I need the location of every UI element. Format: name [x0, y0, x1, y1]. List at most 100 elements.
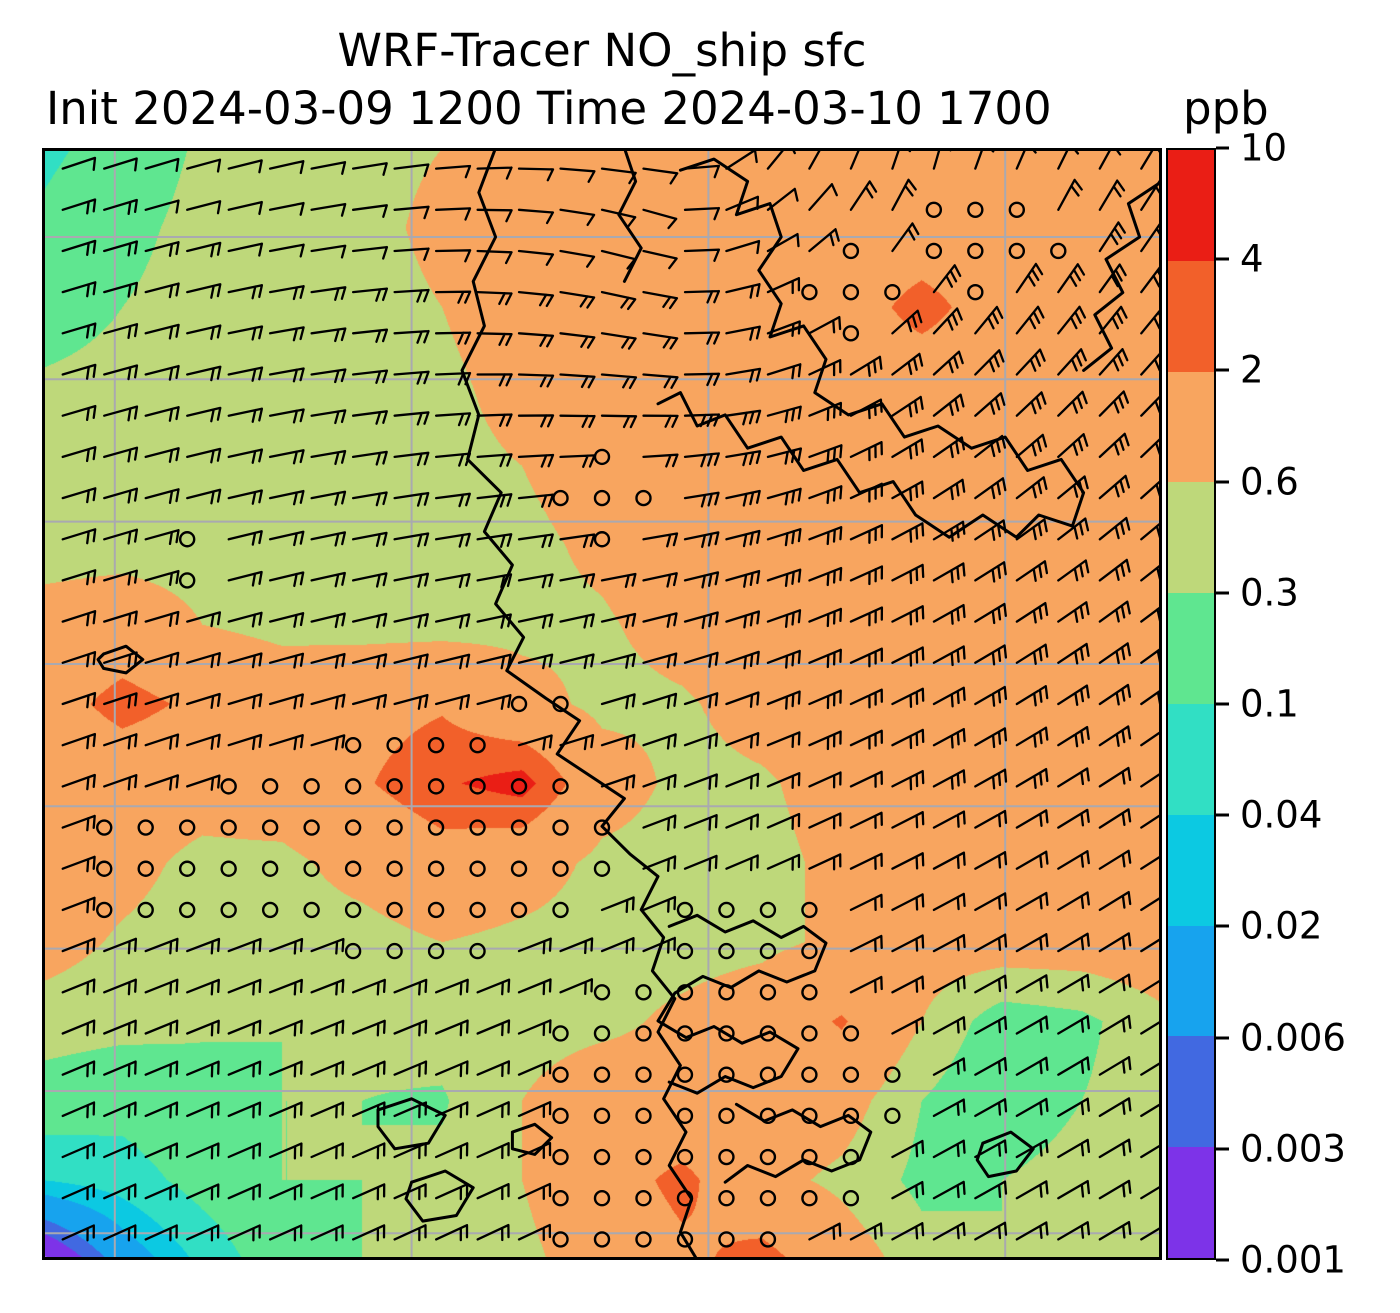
wind-barb	[932, 686, 966, 708]
wind-barb	[268, 571, 305, 588]
wind-barb	[434, 1142, 469, 1160]
calm-wind-circle	[344, 778, 362, 795]
wind-barb	[974, 768, 1008, 790]
wind-barb	[766, 690, 801, 710]
wind-barb	[766, 649, 801, 669]
wind-barb	[351, 491, 388, 507]
wind-barb	[144, 241, 180, 257]
wind-barb	[808, 771, 842, 789]
wind-barb	[476, 332, 513, 347]
wind-barb	[642, 532, 679, 548]
calm-wind-circle	[759, 1231, 777, 1248]
wind-barb	[891, 178, 917, 211]
wind-barb	[683, 452, 720, 468]
wind-barb	[351, 162, 388, 176]
wind-barb	[186, 200, 222, 215]
wind-barb	[1098, 808, 1132, 829]
wind-barb	[434, 613, 471, 629]
wind-barb	[808, 730, 842, 751]
coastline	[1082, 179, 1162, 372]
coastline	[975, 1130, 1035, 1179]
wind-barb	[1057, 808, 1090, 829]
calm-wind-circle	[552, 860, 569, 877]
calm-wind-circle	[552, 901, 569, 919]
calm-wind-circle	[593, 984, 611, 1001]
wind-barb	[642, 692, 678, 709]
wind-barb	[517, 937, 552, 955]
calm-wind-circle	[178, 819, 196, 836]
wind-barb	[61, 773, 96, 791]
wind-barb	[268, 1101, 303, 1119]
wind-barb	[1140, 812, 1162, 829]
wind-barb	[1098, 600, 1131, 623]
wind-barb	[434, 1019, 469, 1037]
wind-barb	[932, 851, 966, 870]
wind-barb	[351, 410, 388, 425]
coastline	[404, 1169, 475, 1223]
wind-barb	[600, 373, 638, 390]
calm-wind-circle	[593, 860, 611, 877]
wind-barb	[351, 1019, 386, 1037]
colorbar-tick-label: 10	[1240, 126, 1288, 170]
wind-barb	[849, 647, 883, 668]
wind-barb	[393, 370, 430, 385]
wind-barb	[1098, 221, 1126, 253]
colorbar-tick-label: 0.6	[1240, 460, 1299, 504]
wind-barb	[932, 769, 966, 790]
calm-wind-circle	[718, 1025, 735, 1042]
wind-barb	[1140, 306, 1162, 335]
calm-wind-circle	[1050, 242, 1067, 260]
wind-barb	[476, 533, 513, 548]
calm-wind-circle	[801, 283, 818, 301]
wind-barb	[310, 490, 347, 506]
wind-barb	[808, 228, 840, 253]
wind-barb	[61, 239, 97, 256]
wind-barb	[227, 978, 262, 996]
wind-barb	[61, 610, 97, 627]
wind-barb	[476, 1183, 510, 1201]
colorbar-tick-label: 0.3	[1240, 571, 1299, 615]
map-panel	[42, 148, 1162, 1260]
wind-barb	[227, 1183, 261, 1201]
wind-barb	[1057, 517, 1090, 541]
wind-barb	[808, 566, 843, 587]
calm-wind-circle	[842, 1107, 860, 1125]
wind-barb	[766, 148, 796, 170]
wind-barb	[559, 414, 596, 429]
wind-barb	[268, 734, 304, 751]
wind-barb	[1015, 891, 1049, 912]
wind-barb	[1098, 683, 1132, 706]
wind-barb	[186, 241, 222, 258]
wind-barb	[974, 685, 1008, 707]
wind-barb	[808, 183, 838, 211]
wind-barb	[1015, 974, 1049, 994]
wind-barb	[476, 1101, 510, 1119]
wind-barb	[1057, 475, 1089, 500]
calm-wind-circle	[178, 860, 196, 877]
wind-barb	[600, 414, 638, 429]
wind-barb	[974, 305, 1004, 335]
wind-barb	[766, 853, 801, 871]
wind-barb	[725, 239, 761, 255]
wind-barb	[1015, 391, 1047, 417]
wind-barb	[227, 407, 264, 423]
wind-barb	[725, 283, 761, 299]
wind-barb	[974, 349, 1005, 376]
wind-barb	[61, 1224, 95, 1242]
calm-wind-circle	[676, 984, 694, 1001]
wind-barb	[1015, 1015, 1049, 1035]
calm-wind-circle	[593, 819, 611, 836]
colorbar-tick-label: 0.02	[1240, 904, 1323, 948]
wind-barb	[476, 493, 513, 508]
wind-barb	[1098, 263, 1127, 294]
wind-barb	[974, 1015, 1008, 1035]
wind-barb	[808, 853, 842, 871]
wind-barb	[393, 247, 430, 261]
calm-wind-circle	[718, 1190, 735, 1207]
wind-barb	[103, 978, 137, 996]
wind-barb	[849, 606, 884, 627]
wind-barb	[808, 689, 842, 710]
wind-barb	[310, 571, 346, 588]
calm-wind-circle	[469, 819, 486, 836]
wind-barb	[393, 451, 430, 467]
